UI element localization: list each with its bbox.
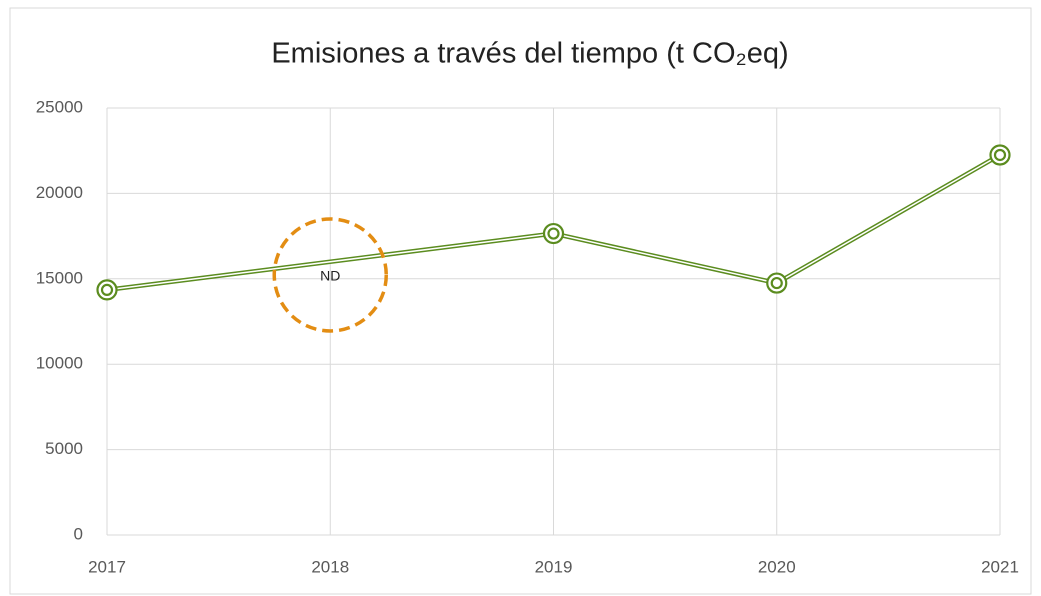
y-tick-label: 25000 (36, 97, 83, 116)
marker-inner (993, 148, 1007, 162)
y-tick-label: 15000 (36, 268, 83, 287)
x-tick-label: 2018 (311, 557, 349, 576)
x-tick-label: 2019 (535, 557, 573, 576)
series-line-inner (106, 154, 1001, 291)
marker-inner (770, 276, 783, 290)
annotation-circle (272, 217, 388, 333)
x-tick-label: 2020 (758, 557, 796, 576)
annotation: ND (320, 268, 340, 284)
y-tick-label: 10000 (36, 354, 83, 373)
y-tick-label: 5000 (45, 439, 83, 458)
x-tick-label: 2021 (981, 557, 1019, 576)
y-tick-label: 20000 (36, 183, 83, 202)
x-tick-label: 2017 (88, 557, 126, 576)
marker-inner (100, 283, 114, 297)
marker-inner (547, 227, 560, 240)
chart-frame (9, 7, 1032, 595)
y-tick-label: 0 (74, 524, 83, 543)
chart-title: Emisiones a través del tiempo (t CO₂eq) (271, 38, 788, 70)
